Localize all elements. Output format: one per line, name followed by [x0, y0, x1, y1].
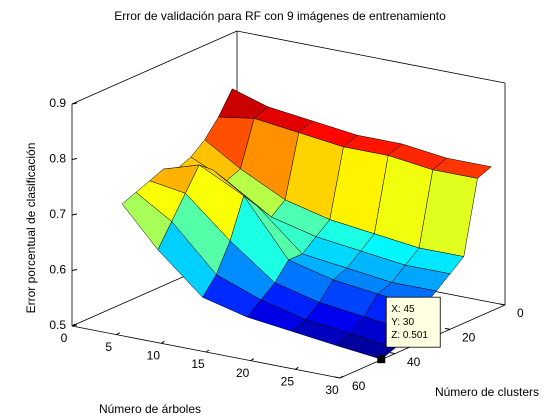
surface	[121, 88, 492, 360]
z-tick-label: 0.7	[49, 207, 66, 221]
datatip-marker	[377, 355, 386, 364]
z-tick	[71, 213, 78, 216]
y-tick	[71, 323, 76, 327]
x-tick	[444, 327, 451, 330]
z-tick	[71, 158, 78, 160]
x-axis-label: Número de clusters	[435, 385, 539, 399]
y-tick	[161, 340, 165, 344]
z-tick-label: 0.9	[49, 96, 66, 110]
z-axis-label: Error porcentual de clasificación	[24, 143, 38, 314]
y-tick-label: 5	[105, 340, 112, 354]
y-tick	[250, 358, 254, 362]
datatip-label: Y: 30	[391, 317, 414, 328]
y-tick	[339, 375, 344, 379]
datatip-box	[385, 296, 441, 348]
y-tick	[295, 366, 299, 370]
z-tick-label: 0.8	[49, 152, 66, 166]
box-edge	[71, 30, 238, 105]
x-tick-label: 0	[517, 306, 524, 320]
x-tick	[389, 352, 396, 355]
datatip-label: X: 45	[391, 304, 415, 315]
box-edge	[236, 30, 506, 84]
x-tick-label: 60	[352, 379, 366, 393]
z-tick-label: 0.5	[49, 318, 66, 332]
y-tick-label: 30	[325, 383, 339, 397]
y-tick-label: 0	[61, 331, 68, 345]
x-tick	[334, 376, 341, 379]
x-tick	[499, 303, 506, 306]
x-tick-label: 20	[462, 331, 476, 345]
y-tick	[116, 332, 120, 336]
y-tick-label: 15	[191, 357, 205, 371]
y-axis-label: Número de árboles	[99, 402, 201, 416]
y-tick-label: 10	[147, 349, 161, 363]
datatip-label: Z: 0.501	[391, 330, 428, 341]
chart-title: Error de validación para RF con 9 imágen…	[114, 9, 446, 23]
y-tick	[205, 349, 210, 353]
z-tick-label: 0.6	[49, 263, 66, 277]
z-tick	[71, 102, 78, 105]
y-tick-label: 25	[281, 375, 295, 389]
z-tick	[71, 269, 78, 271]
y-tick-label: 20	[236, 366, 250, 380]
x-tick-label: 40	[407, 355, 421, 369]
